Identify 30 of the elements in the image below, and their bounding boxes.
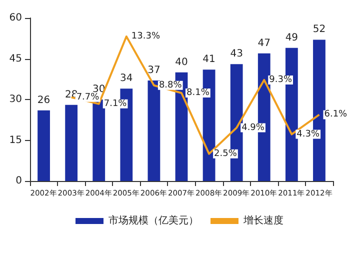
data-label: 8.8% [158,80,182,90]
data-label: 26 [37,94,50,106]
y-tick-label: 30 [9,94,22,105]
data-label: 43 [230,48,243,60]
legend-label: 增长速度 [242,214,284,226]
bar [38,110,50,181]
y-tick-label: 15 [9,134,22,146]
bar [92,100,106,181]
data-label: 40 [175,56,188,68]
bar [65,104,78,181]
y-tick-label: 0 [16,176,22,186]
data-label: 7.7% [76,92,100,102]
data-label: 4.9% [242,122,265,133]
data-label: 34 [120,73,133,84]
y-tick-label: 60 [9,12,22,24]
data-label: 49 [285,32,298,44]
data-label: 2.5% [214,148,238,159]
data-label: 7.1% [104,98,128,109]
data-label: 41 [202,54,216,66]
data-label: 4.3% [296,129,320,140]
data-label: 9.3% [269,74,292,85]
legend-label: 市场规模（亿美元） [108,214,198,226]
bar [148,80,160,181]
y-tick-label: 45 [9,53,22,64]
data-label: 37 [148,64,160,76]
data-label: 8.1% [186,88,210,98]
data-label: 6.1% [324,110,348,120]
data-label: 13.3% [131,31,160,42]
data-label: 52 [312,24,326,36]
data-label: 47 [258,38,271,49]
